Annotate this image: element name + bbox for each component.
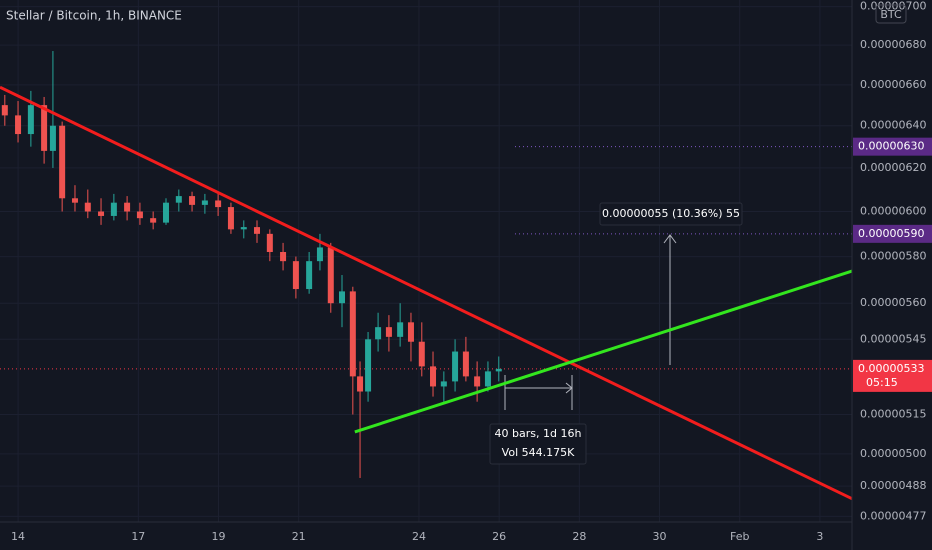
chart-title: Stellar / Bitcoin, 1h, BINANCE xyxy=(6,9,182,23)
x-tick-label: 30 xyxy=(653,530,667,543)
y-tick-label: 0.00000477 xyxy=(860,509,926,522)
candle-body xyxy=(162,202,169,223)
measure-bars: Vol 544.175K xyxy=(502,446,575,459)
price-label-time: 05:15 xyxy=(866,376,898,389)
candle-body xyxy=(474,376,481,387)
y-tick-label: 0.00000580 xyxy=(860,250,926,263)
measure-bars: 40 bars, 1d 16h xyxy=(495,427,582,440)
candle-body xyxy=(201,200,208,205)
candle-body xyxy=(280,251,287,262)
measure-arrow xyxy=(663,234,677,244)
x-tick-label: 24 xyxy=(412,530,426,543)
candle-body xyxy=(418,341,425,367)
candle-body xyxy=(215,200,222,208)
candle-body xyxy=(407,322,414,342)
axes xyxy=(0,0,853,550)
x-tick-label: 28 xyxy=(572,530,586,543)
y-tick-label: 0.00000660 xyxy=(860,78,926,91)
y-tick-label: 0.00000545 xyxy=(860,332,926,345)
price-label-box xyxy=(853,137,932,156)
candle-body xyxy=(316,247,323,262)
candle-body xyxy=(136,211,143,219)
measure-price-box xyxy=(599,202,743,226)
overlay: 0.00000055 (10.36%) 55 40 bars, 1d 16h Vol… xyxy=(0,146,852,465)
price-label: 0.00000533 xyxy=(858,362,924,375)
candle-body xyxy=(227,207,234,230)
candle-body xyxy=(306,261,313,290)
candle-body xyxy=(71,198,78,203)
measure-bars-box xyxy=(489,423,587,465)
currency-badge[interactable]: BTC xyxy=(880,8,902,21)
y-tick-label: 0.00000560 xyxy=(860,296,926,309)
candle-body xyxy=(49,125,56,151)
y-tick-label: 0.00000700 xyxy=(860,0,926,13)
candle-body xyxy=(327,247,334,304)
price-label: 0.00000630 xyxy=(858,140,924,153)
candle-body xyxy=(175,196,182,203)
candle-body xyxy=(59,125,66,199)
candle-body xyxy=(375,327,382,340)
candle-body xyxy=(150,218,157,223)
x-tick-label: 26 xyxy=(492,530,506,543)
candle-body xyxy=(41,105,48,151)
candle-body xyxy=(339,291,346,304)
candle-body xyxy=(365,339,372,392)
candle-body xyxy=(397,322,404,337)
candle-body xyxy=(84,202,91,212)
candle-body xyxy=(110,202,117,216)
candle-body xyxy=(240,227,247,230)
candle-body xyxy=(124,202,131,212)
trendline xyxy=(0,85,853,501)
price-label: 0.00000590 xyxy=(858,227,924,240)
candle-body xyxy=(189,196,196,205)
trendlines xyxy=(0,85,853,501)
candle-body xyxy=(27,105,34,135)
y-tick-label: 0.00000620 xyxy=(860,161,926,174)
candle-body xyxy=(495,368,502,372)
candle-body xyxy=(462,351,469,377)
x-tick-label: Feb xyxy=(730,530,749,543)
candle-body xyxy=(440,381,447,387)
candle-body xyxy=(266,233,273,252)
candle-body xyxy=(292,261,299,290)
trendline xyxy=(354,269,853,434)
y-tick-label: 0.00000488 xyxy=(860,479,926,492)
y-tick-label: 0.00000515 xyxy=(860,408,926,421)
x-tick-label: 3 xyxy=(816,530,823,543)
measure-bracket xyxy=(504,375,573,410)
y-tick-label: 0.00000640 xyxy=(860,119,926,132)
x-tick-label: 19 xyxy=(212,530,226,543)
candles xyxy=(1,51,502,478)
x-tick-label: 17 xyxy=(131,530,145,543)
y-tick-label: 0.00000680 xyxy=(860,38,926,51)
candle-body xyxy=(452,351,459,382)
measure-price: 0.00000055 (10.36%) 55 xyxy=(602,207,740,220)
price-label-box xyxy=(853,224,932,243)
price-label-box xyxy=(853,359,932,392)
x-tick-label: 21 xyxy=(292,530,306,543)
currency-badge-box[interactable] xyxy=(875,4,907,24)
candle-body xyxy=(357,376,364,392)
candle-body xyxy=(1,105,8,116)
candle-body xyxy=(254,227,261,234)
x-tick-label: 14 xyxy=(11,530,25,543)
candle-body xyxy=(385,327,392,337)
y-tick-label: 0.00000500 xyxy=(860,447,926,460)
candle-body xyxy=(430,366,437,387)
labels: 0.00000700 0.00000680 0.00000660 0.00000640… xyxy=(11,0,932,543)
candle-body xyxy=(349,291,356,377)
y-tick-label: 0.00000600 xyxy=(860,205,926,218)
candle-body xyxy=(15,115,22,135)
candle-body xyxy=(484,371,491,387)
candle-body xyxy=(98,211,105,216)
